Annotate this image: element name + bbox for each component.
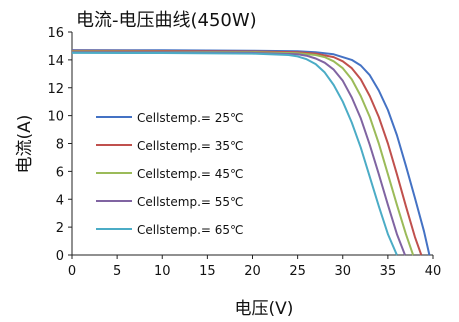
y-tick-label: 8 [56, 138, 64, 153]
legend-label-2: Cellstemp.= 35℃ [137, 139, 244, 153]
y-tick-label: 4 [56, 193, 64, 208]
x-tick-label: 10 [154, 264, 171, 279]
legend-label-3: Cellstemp.= 45℃ [137, 167, 244, 181]
y-tick-label: 6 [56, 165, 64, 180]
x-axis-label: 电压(V) [235, 299, 294, 319]
series-line-1 [71, 49, 431, 256]
y-tick-label: 10 [47, 110, 64, 125]
x-tick-label: 30 [334, 264, 351, 279]
series-line-5 [71, 51, 398, 256]
y-axis-label: 电流(A) [15, 115, 35, 174]
legend-label-1: Cellstemp.= 25℃ [137, 111, 244, 125]
x-tick-label: 0 [68, 264, 76, 279]
x-tick-label: 5 [113, 264, 121, 279]
y-tick-label: 16 [47, 26, 64, 41]
chart-title: 电流-电压曲线(450W) [76, 10, 257, 31]
x-tick-label: 35 [380, 264, 397, 279]
legend-label-5: Cellstemp.= 65℃ [137, 223, 244, 237]
y-tick-label: 14 [47, 54, 64, 69]
x-tick-label: 15 [199, 264, 216, 279]
x-tick-label: 20 [244, 264, 261, 279]
x-tick-label: 40 [425, 264, 442, 279]
y-tick-label: 12 [47, 82, 64, 97]
y-tick-label: 0 [56, 249, 64, 264]
y-tick-label: 2 [56, 221, 64, 236]
legend-label-4: Cellstemp.= 55℃ [137, 195, 244, 209]
plot-area: 0 2 4 6 8 10 12 14 16 0 5 10 15 20 25 30 35 40 Cellstemp.=… [47, 26, 441, 279]
series-line-2 [71, 49, 423, 256]
x-tick-label: 25 [289, 264, 306, 279]
